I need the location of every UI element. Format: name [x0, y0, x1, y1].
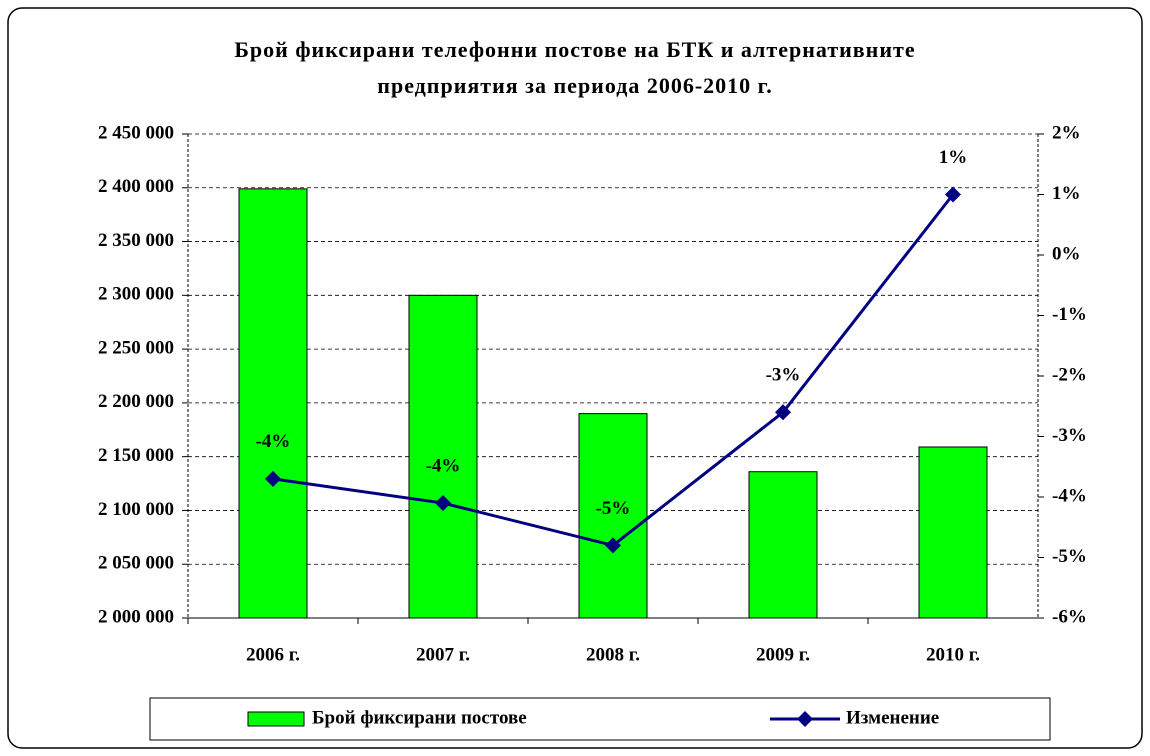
y2-tick-label: -4% — [1052, 485, 1087, 506]
point — [435, 495, 451, 512]
y2-tick-label: 1% — [1052, 183, 1081, 204]
bar — [238, 188, 308, 619]
chart-title: Брой фиксирани телефонни постове на БТК … — [234, 37, 915, 98]
y2-tick-label: -3% — [1052, 425, 1087, 446]
bar — [408, 294, 478, 619]
y-tick-label: 2 000 000 — [98, 606, 174, 627]
y-tick-label: 2 350 000 — [98, 230, 174, 251]
point — [265, 470, 281, 487]
data-label: -4% — [256, 431, 291, 452]
y2-tick-label: -5% — [1052, 546, 1087, 567]
x-tick-label: 2008 г. — [586, 644, 640, 665]
y2-tick-label: -6% — [1052, 606, 1087, 627]
legend-label: Брой фиксирани постове — [312, 707, 527, 728]
data-label: -4% — [426, 455, 461, 476]
legend-swatch — [247, 711, 305, 727]
point — [945, 186, 961, 203]
y-tick-label: 2 100 000 — [98, 499, 174, 520]
legend-label: Изменение — [846, 707, 939, 728]
y-tick-label: 2 150 000 — [98, 445, 174, 466]
y2-tick-label: 0% — [1052, 243, 1081, 264]
y-tick-label: 2 050 000 — [98, 553, 174, 574]
y-tick-label: 2 200 000 — [98, 391, 174, 412]
data-label: -5% — [596, 498, 631, 519]
y2-tick-label: -2% — [1052, 364, 1087, 385]
point — [775, 404, 791, 421]
data-label: 1% — [939, 147, 968, 168]
y2-tick-label: 2% — [1052, 122, 1081, 143]
y-tick-label: 2 250 000 — [98, 337, 174, 358]
chart-frame — [7, 7, 1143, 749]
bar — [918, 446, 988, 619]
y-tick-label: 2 450 000 — [98, 122, 174, 143]
bar — [578, 413, 648, 619]
bar — [748, 471, 818, 619]
data-label: -3% — [766, 365, 801, 386]
y2-tick-label: -1% — [1052, 304, 1087, 325]
x-tick-label: 2007 г. — [416, 644, 470, 665]
x-tick-label: 2009 г. — [756, 644, 810, 665]
point — [605, 537, 621, 554]
x-tick-label: 2006 г. — [246, 644, 300, 665]
legend-swatch — [797, 711, 813, 727]
y-tick-label: 2 400 000 — [98, 176, 174, 197]
y-tick-label: 2 300 000 — [98, 284, 174, 305]
x-tick-label: 2010 г. — [926, 644, 980, 665]
